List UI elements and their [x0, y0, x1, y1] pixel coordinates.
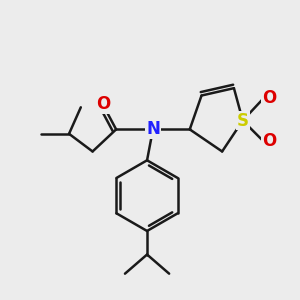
Text: O: O — [262, 132, 276, 150]
Text: S: S — [237, 112, 249, 130]
Text: N: N — [146, 120, 160, 138]
Text: O: O — [262, 89, 276, 107]
Text: O: O — [96, 95, 110, 113]
